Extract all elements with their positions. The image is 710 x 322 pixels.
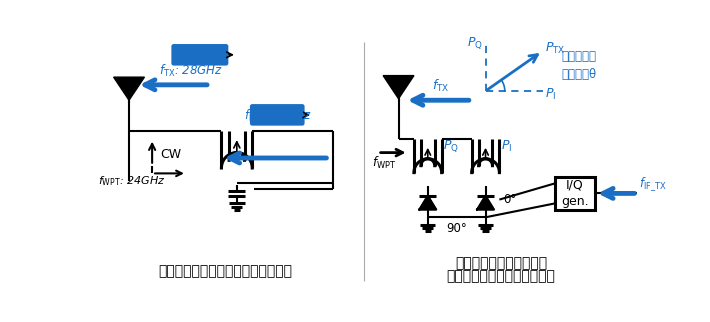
Text: CW: CW <box>160 148 181 161</box>
Text: $f_{\rm WPT}$: $f_{\rm WPT}$ <box>372 155 397 171</box>
Text: バックスキャッタリング技術: バックスキャッタリング技術 <box>447 269 555 283</box>
Text: $P_{\rm Q}$: $P_{\rm Q}$ <box>443 138 459 154</box>
Text: $f_{\rm TX}$: 28GHz: $f_{\rm TX}$: 28GHz <box>158 63 223 79</box>
Text: $P_{\rm I}$: $P_{\rm I}$ <box>545 87 556 102</box>
FancyBboxPatch shape <box>171 44 229 66</box>
Text: $P_{\rm Q}$: $P_{\rm Q}$ <box>466 35 483 51</box>
Polygon shape <box>477 196 494 210</box>
Polygon shape <box>383 76 414 99</box>
Text: 90°: 90° <box>447 222 467 234</box>
Text: $f_{\rm WPT}$: 24GHz: $f_{\rm WPT}$: 24GHz <box>98 174 166 188</box>
Text: $f_{\rm TX}$: $f_{\rm TX}$ <box>432 78 449 94</box>
Text: $f_{\rm IF\_TX}$: $f_{\rm IF\_TX}$ <box>639 175 667 193</box>
FancyBboxPatch shape <box>250 104 305 126</box>
Text: 任意の位相
シフト：θ: 任意の位相 シフト：θ <box>561 50 596 81</box>
Text: $P_{\rm I}$: $P_{\rm I}$ <box>501 139 512 154</box>
Text: $f_{\rm IF\_TX}$: 4GHz: $f_{\rm IF\_TX}$: 4GHz <box>244 107 312 125</box>
Polygon shape <box>114 77 144 100</box>
Text: 本研究：ベクトル加算型: 本研究：ベクトル加算型 <box>455 257 547 270</box>
Text: 0°: 0° <box>503 193 516 206</box>
Text: 従来：バックスキャッタリング技術: 従来：バックスキャッタリング技術 <box>158 264 293 278</box>
Bar <box>555 177 595 210</box>
Polygon shape <box>420 196 436 210</box>
Text: I/Q
gen.: I/Q gen. <box>561 179 589 208</box>
Text: $P_{\rm TX}$: $P_{\rm TX}$ <box>545 42 566 56</box>
